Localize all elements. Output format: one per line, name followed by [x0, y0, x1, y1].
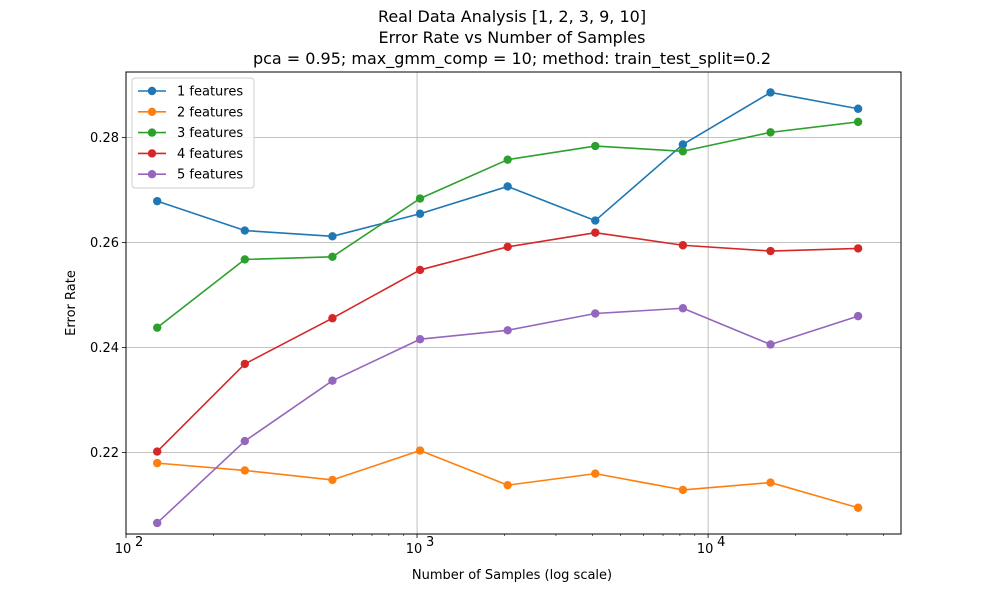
- series-line-4: [156, 231, 859, 453]
- y-tick-label: 0.24: [90, 341, 119, 356]
- series-5-point: [591, 309, 600, 318]
- series-2-point: [678, 485, 688, 495]
- series-3-point: [766, 128, 775, 137]
- y-axis-label: Error Rate: [64, 270, 79, 336]
- legend-label-2: 2 features: [177, 105, 243, 120]
- series-5-point: [153, 518, 162, 528]
- series-2-point: [591, 469, 600, 478]
- legend-marker-1: [147, 86, 157, 96]
- series-1-point: [328, 232, 337, 241]
- x-axis-label: Number of Samples (log scale): [412, 568, 612, 583]
- series-1-point: [766, 88, 775, 97]
- legend-marker-4: [147, 149, 157, 158]
- series-4-point: [240, 359, 250, 369]
- series-3-point: [153, 323, 162, 332]
- x-tick-label: 10: [697, 542, 714, 557]
- series-2-point: [503, 480, 512, 490]
- chart-title-line-2: Error Rate vs Number of Samples: [379, 28, 646, 47]
- series-1-point: [853, 104, 863, 113]
- legend-box: [131, 77, 255, 189]
- series-1-point: [240, 226, 250, 235]
- series-3-point: [240, 255, 250, 264]
- series-4-point: [328, 314, 337, 323]
- legend-marker-5: [147, 170, 157, 179]
- series-3-point: [415, 194, 425, 203]
- legend: 1 features 2 features 3 features 4 features…: [131, 77, 255, 189]
- series-4-point: [853, 244, 863, 253]
- legend-marker-2: [147, 107, 157, 117]
- series-1-point: [153, 196, 162, 206]
- series-3-point: [328, 252, 337, 261]
- series-1-point: [591, 216, 600, 225]
- legend-marker-3: [147, 128, 157, 137]
- series-line-3: [156, 121, 859, 329]
- series-5-point: [240, 436, 250, 446]
- series-line-2: [157, 449, 859, 509]
- plot-series: [153, 88, 863, 528]
- chart-title-line-1: Real Data Analysis [1, 2, 3, 9, 10]: [378, 7, 646, 26]
- x-tick-label: 10: [406, 542, 423, 557]
- series-5-point: [328, 376, 337, 385]
- chart-title-line-3: pca = 0.95; max_gmm_comp = 10; method: t…: [253, 49, 771, 69]
- series-5-point: [766, 340, 775, 349]
- legend-label-3: 3 features: [177, 126, 243, 141]
- series-3-point: [678, 147, 688, 156]
- series-2-point: [415, 446, 425, 455]
- y-tick-label: 0.22: [90, 446, 119, 461]
- series-2-point: [853, 503, 863, 512]
- series-5-point: [415, 335, 425, 344]
- legend-label-4: 4 features: [177, 147, 243, 162]
- series-3-point: [591, 141, 600, 151]
- series-3-point: [853, 117, 863, 127]
- series-4-point: [678, 241, 688, 250]
- axis-ticks: 10 2 10 3 10 40.220.240.260.28: [90, 131, 725, 557]
- series-4-point: [415, 265, 425, 275]
- series-4-point: [153, 447, 162, 456]
- series-4-point: [591, 228, 600, 237]
- series-1-point: [503, 182, 512, 191]
- series-2-point: [766, 478, 775, 487]
- series-line-5: [156, 307, 859, 524]
- y-tick-label: 0.26: [90, 236, 119, 251]
- series-5-point: [853, 311, 863, 321]
- x-tick-label-exponent: 3: [426, 535, 434, 550]
- series-5-point: [678, 304, 688, 313]
- series-2-point: [153, 458, 162, 468]
- plot-area-frame: [125, 71, 902, 535]
- x-tick-label: 10: [115, 542, 132, 557]
- legend-label-1: 1 features: [177, 85, 243, 100]
- y-tick-label: 0.28: [90, 131, 119, 146]
- series-line-1: [156, 91, 859, 238]
- series-2-point: [328, 475, 337, 485]
- series-5-point: [503, 326, 512, 335]
- series-4-point: [766, 246, 775, 256]
- x-tick-label-exponent: 2: [135, 535, 143, 550]
- series-1-point: [678, 140, 688, 149]
- series-1-point: [415, 209, 425, 218]
- legend-label-5: 5 features: [177, 168, 243, 183]
- x-tick-label-exponent: 4: [717, 535, 725, 550]
- series-2-point: [240, 466, 250, 475]
- series-4-point: [503, 242, 512, 252]
- series-3-point: [503, 155, 512, 164]
